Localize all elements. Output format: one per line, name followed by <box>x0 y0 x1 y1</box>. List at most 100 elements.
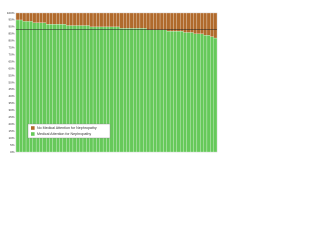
y-tick-label: 40% <box>8 94 14 98</box>
bar-segment <box>156 12 161 30</box>
y-tick-label: 95% <box>8 18 14 22</box>
bar-segment <box>109 12 114 28</box>
bar-segment <box>59 12 64 25</box>
y-tick-label: 35% <box>8 101 14 105</box>
legend-label: No Medical Attention for Nephropathy <box>37 126 97 130</box>
bar-segment <box>153 12 157 30</box>
bar-segment <box>193 12 198 34</box>
bar-segment <box>176 30 181 153</box>
bar-segment <box>89 12 94 28</box>
bar-segment <box>35 12 40 23</box>
bar-segment <box>139 12 144 29</box>
bar-segment <box>143 12 147 29</box>
bar-segment <box>15 12 20 21</box>
bar-segment <box>166 30 171 153</box>
bar-segment <box>213 37 218 153</box>
bar-segment <box>180 12 184 32</box>
bar-segment <box>139 28 144 153</box>
bar-segment <box>203 12 208 36</box>
bar-segment <box>173 12 177 32</box>
bar-segment <box>79 12 84 26</box>
bar-segment <box>92 12 97 28</box>
bar-segment <box>76 12 80 26</box>
bar-segment <box>126 28 131 153</box>
bar-segment <box>66 12 70 26</box>
bar-segment <box>126 12 131 29</box>
bar-segment <box>129 12 134 29</box>
bar-segment <box>113 12 117 28</box>
bar-segment <box>119 28 124 153</box>
bar-segment <box>46 12 50 25</box>
bar-segment <box>173 30 177 153</box>
bar-segment <box>49 12 53 25</box>
y-tick-label: 10% <box>8 136 14 140</box>
y-tick-label: 30% <box>8 108 14 112</box>
bar-segment <box>196 12 201 34</box>
bar-segment <box>166 12 171 32</box>
bar-segment <box>29 12 33 22</box>
y-tick-label: 85% <box>8 32 14 36</box>
bar-segment <box>106 12 110 28</box>
bar-segment <box>133 12 137 29</box>
bar-segment <box>96 12 100 28</box>
bar-segment <box>213 12 218 39</box>
y-tick-label: 0% <box>10 150 15 154</box>
bar-segment <box>196 33 201 153</box>
bar-segment <box>206 12 211 36</box>
legend-swatch <box>31 132 35 136</box>
bar-segment <box>102 12 107 28</box>
bar-segment <box>156 29 161 153</box>
bar-segment <box>149 29 154 153</box>
bar-segment <box>203 35 208 153</box>
bar-segment <box>72 12 77 26</box>
bar-segment <box>143 28 147 153</box>
bar-segment <box>190 32 194 153</box>
bar-segment <box>82 12 87 26</box>
bar-segment <box>56 12 60 25</box>
bar-segment <box>159 29 164 153</box>
bar-segment <box>210 36 214 153</box>
y-tick-label: 25% <box>8 115 14 119</box>
bar-segment <box>146 12 151 30</box>
bar-segment <box>39 12 43 23</box>
bar-segment <box>200 12 204 34</box>
bar-segment <box>210 12 214 37</box>
y-tick-label: 80% <box>8 39 14 43</box>
y-tick-label: 55% <box>8 73 14 77</box>
bar-segment <box>186 32 191 153</box>
y-tick-label: 100% <box>7 11 15 15</box>
y-tick-label: 90% <box>8 25 14 29</box>
bar-segment <box>163 12 167 30</box>
y-tick-label: 65% <box>8 59 14 63</box>
chart: 0% 5% 10% 15% 20% 25% 30% 35% 40% 45% 50% 55% 60% 65%… <box>7 11 218 154</box>
bar-segment <box>113 26 117 153</box>
bar-segment <box>146 29 151 153</box>
bar-segment <box>123 12 127 29</box>
bar-segment <box>193 33 198 153</box>
bar-segment <box>153 29 157 153</box>
bar-segment <box>129 28 134 153</box>
bar-segment <box>183 32 187 153</box>
legend-label: Medical Attention for Nephropathy <box>37 132 91 136</box>
bar-segment <box>206 35 211 153</box>
bar-segment <box>109 26 114 153</box>
y-tick-label: 50% <box>8 80 14 84</box>
legend: No Medical Attention for Nephropathy Medi… <box>27 123 111 139</box>
bar-segment <box>133 28 137 153</box>
y-tick-label: 60% <box>8 66 14 70</box>
bar-segment <box>180 30 184 153</box>
bar-segment <box>176 12 181 32</box>
bar-segment <box>159 12 164 30</box>
bar-segment <box>19 12 23 21</box>
bar-segment <box>22 12 27 22</box>
bar-segment <box>136 28 141 153</box>
bar-segment <box>25 12 30 22</box>
legend-swatch <box>31 126 35 130</box>
bar-segment <box>169 12 174 32</box>
bar-segment <box>123 28 127 153</box>
y-tick-label: 45% <box>8 87 14 91</box>
bar-segment <box>69 12 74 26</box>
bar-segment <box>119 12 124 29</box>
bar-segment <box>15 19 20 153</box>
bar-segment <box>116 12 120 28</box>
